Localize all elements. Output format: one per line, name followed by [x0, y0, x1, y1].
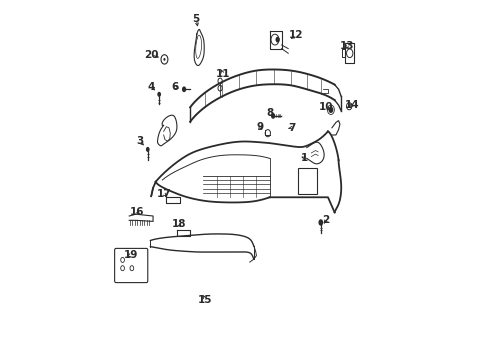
Circle shape — [318, 219, 323, 226]
Text: 6: 6 — [171, 82, 178, 92]
Text: 15: 15 — [198, 294, 212, 305]
Text: 8: 8 — [265, 108, 273, 118]
Text: 14: 14 — [344, 100, 358, 110]
Circle shape — [347, 105, 349, 108]
Text: 17: 17 — [156, 189, 171, 199]
Text: 9: 9 — [256, 122, 263, 132]
Text: 16: 16 — [130, 207, 144, 217]
Text: 2: 2 — [322, 215, 329, 225]
Text: 7: 7 — [287, 123, 295, 133]
Text: 10: 10 — [318, 102, 333, 112]
Circle shape — [182, 86, 186, 92]
Circle shape — [328, 107, 333, 113]
Text: 18: 18 — [171, 219, 185, 229]
Text: 13: 13 — [339, 41, 354, 51]
Text: 5: 5 — [192, 14, 200, 24]
Circle shape — [275, 37, 279, 42]
Circle shape — [157, 92, 161, 97]
Circle shape — [270, 113, 275, 119]
Text: 19: 19 — [123, 250, 138, 260]
Text: 20: 20 — [143, 50, 158, 60]
Text: 1: 1 — [301, 153, 308, 163]
Text: 4: 4 — [147, 82, 155, 92]
Bar — [297, 168, 317, 194]
FancyBboxPatch shape — [114, 248, 147, 283]
Circle shape — [163, 58, 165, 61]
Circle shape — [145, 147, 149, 152]
Text: 3: 3 — [136, 136, 143, 146]
Text: 11: 11 — [215, 69, 229, 79]
Text: 12: 12 — [288, 30, 303, 40]
